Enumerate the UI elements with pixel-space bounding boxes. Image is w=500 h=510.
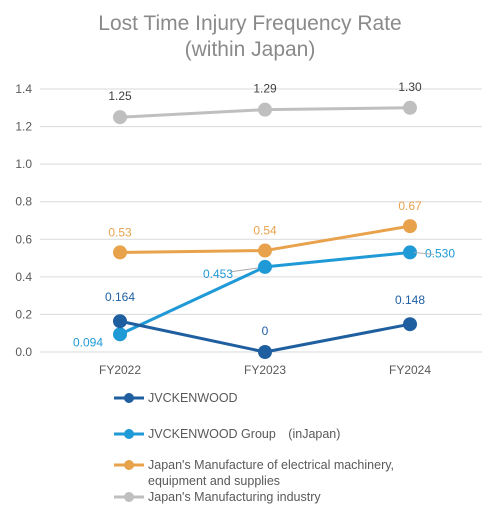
legend-swatch-marker <box>124 393 134 403</box>
data-point <box>403 100 417 115</box>
x-tick-label: FY2023 <box>244 363 286 377</box>
chart-subtitle: (within Japan) <box>184 38 316 61</box>
legend-label: Japan's Manufacture of electrical machin… <box>148 458 394 472</box>
y-tick-label: 1.2 <box>15 120 32 134</box>
data-point <box>258 102 272 117</box>
data-label: 1.29 <box>253 82 277 96</box>
x-tick-label: FY2024 <box>389 363 431 377</box>
data-label: 1.30 <box>398 80 422 94</box>
data-label: 0 <box>262 324 269 338</box>
y-tick-label: 0.2 <box>15 307 32 321</box>
data-point <box>113 110 127 125</box>
legend-label: JVCKENWOOD Group (inJapan) <box>148 427 340 441</box>
data-label: 0.67 <box>398 199 422 213</box>
data-point <box>403 245 417 260</box>
data-point <box>258 345 272 359</box>
data-label: 0.530 <box>425 246 455 260</box>
data-label: 0.148 <box>395 293 425 307</box>
y-tick-label: 0.8 <box>15 195 32 209</box>
y-tick-label: 1.4 <box>15 82 32 96</box>
leader-line <box>229 267 259 273</box>
legend-label: Japan's Manufacturing industry <box>148 490 321 504</box>
data-label: 0.164 <box>105 290 135 304</box>
data-point <box>403 317 417 332</box>
legend-label: JVCKENWOOD <box>148 391 238 405</box>
data-label: 0.094 <box>73 335 103 349</box>
legend-swatch-marker <box>124 492 134 502</box>
data-point <box>403 219 417 234</box>
x-tick-label: FY2022 <box>99 363 141 377</box>
data-point <box>258 243 272 258</box>
data-label: 0.453 <box>203 267 233 281</box>
data-point <box>113 327 127 342</box>
data-label: 0.54 <box>253 224 277 238</box>
data-label: 0.53 <box>108 225 132 239</box>
data-point <box>258 259 272 274</box>
y-tick-label: 0.6 <box>15 232 32 246</box>
data-label: 1.25 <box>108 89 132 103</box>
legend-swatch-marker <box>124 460 134 470</box>
legend-swatch-marker <box>124 429 134 439</box>
data-point <box>113 245 127 260</box>
leader-line <box>413 251 435 255</box>
y-tick-label: 0.0 <box>15 345 32 359</box>
data-point <box>113 314 127 329</box>
y-tick-label: 0.4 <box>15 270 32 284</box>
y-tick-label: 1.0 <box>15 157 32 171</box>
legend-label: equipment and supplies <box>148 474 280 488</box>
chart-title: Lost Time Injury Frequency Rate <box>98 12 402 35</box>
